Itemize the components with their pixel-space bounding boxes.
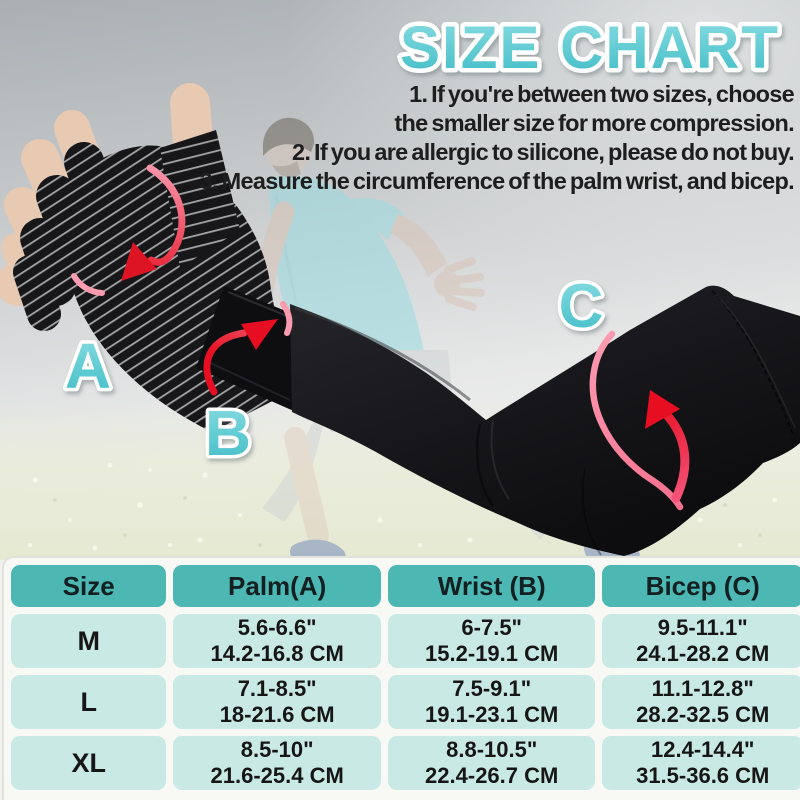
bicep-cm: 24.1-28.2 CM [636,641,770,666]
instruction-line-3: 2. If you are allergic to silicone, plea… [292,139,795,165]
compression-glove [0,83,318,432]
label-bicep-c: C [559,272,604,341]
row-l-size: L [11,675,167,729]
wrist-inches: 6-7.5" [461,615,522,640]
row-m-bicep: 9.5-11.1" 24.1-28.2 CM [602,614,800,668]
header-wrist: Wrist (B) [387,565,596,607]
measure-arrow-bicep [589,330,690,511]
wrist-cm: 19.1-23.1 CM [425,702,559,727]
bicep-cm: 28.2-32.5 CM [636,702,770,727]
page-title: SIZE CHART [400,14,780,81]
label-palm-a: A [65,330,111,402]
label-wrist-b: B [205,397,251,469]
bicep-inches: 12.4-14.4" [651,737,755,762]
measure-arrow-palm [71,164,186,296]
palm-inches: 5.6-6.6" [237,615,317,640]
instruction-line-1: 1. If you're between two sizes, choose [409,81,795,107]
glove-finger-bands [13,142,116,331]
palm-cm: 18-21.6 CM [219,702,335,727]
row-m-size: M [11,614,167,668]
palm-inches: 8.5-10" [240,737,314,762]
row-l-bicep: 11.1-12.8" 28.2-32.5 CM [602,675,800,729]
measure-arrow-wrist [203,301,293,396]
wrist-inches: 8.8-10.5" [446,737,538,762]
header-palm: Palm(A) [173,565,381,607]
wrist-cm: 22.4-26.7 CM [425,763,559,788]
row-xl-wrist: 8.8-10.5" 22.4-26.7 CM [387,736,596,790]
palm-cm: 14.2-16.8 CM [210,641,344,666]
palm-inches: 7.1-8.5" [237,676,317,701]
arm-sleeve [290,285,800,556]
size-table: Size Palm(A) Wrist (B) Bicep (C) M 5.6-6… [2,556,800,800]
row-m-palm: 5.6-6.6" 14.2-16.8 CM [173,614,381,668]
wrist-inches: 7.5-9.1" [452,676,532,701]
wrist-cm: 15.2-19.1 CM [425,641,559,666]
row-l-wrist: 7.5-9.1" 19.1-23.1 CM [387,675,596,729]
row-xl-bicep: 12.4-14.4" 31.5-36.6 CM [602,736,800,790]
instruction-line-4: 3. Measure the circumference of the palm… [199,168,795,194]
row-m-wrist: 6-7.5" 15.2-19.1 CM [387,614,596,668]
row-xl-size: XL [11,736,167,790]
bicep-inches: 9.5-11.1" [657,615,748,640]
palm-cm: 21.6-25.4 CM [210,763,344,788]
header-size: Size [11,565,167,607]
row-l-palm: 7.1-8.5" 18-21.6 CM [173,675,381,729]
bicep-inches: 11.1-12.8" [651,676,754,701]
row-xl-palm: 8.5-10" 21.6-25.4 CM [173,736,381,790]
bicep-cm: 31.5-36.6 CM [636,763,770,788]
instruction-line-2: the smaller size for more compression. [394,110,794,136]
instructions: 1. If you're between two sizes, choose t… [174,80,795,196]
header-bicep: Bicep (C) [602,565,800,607]
